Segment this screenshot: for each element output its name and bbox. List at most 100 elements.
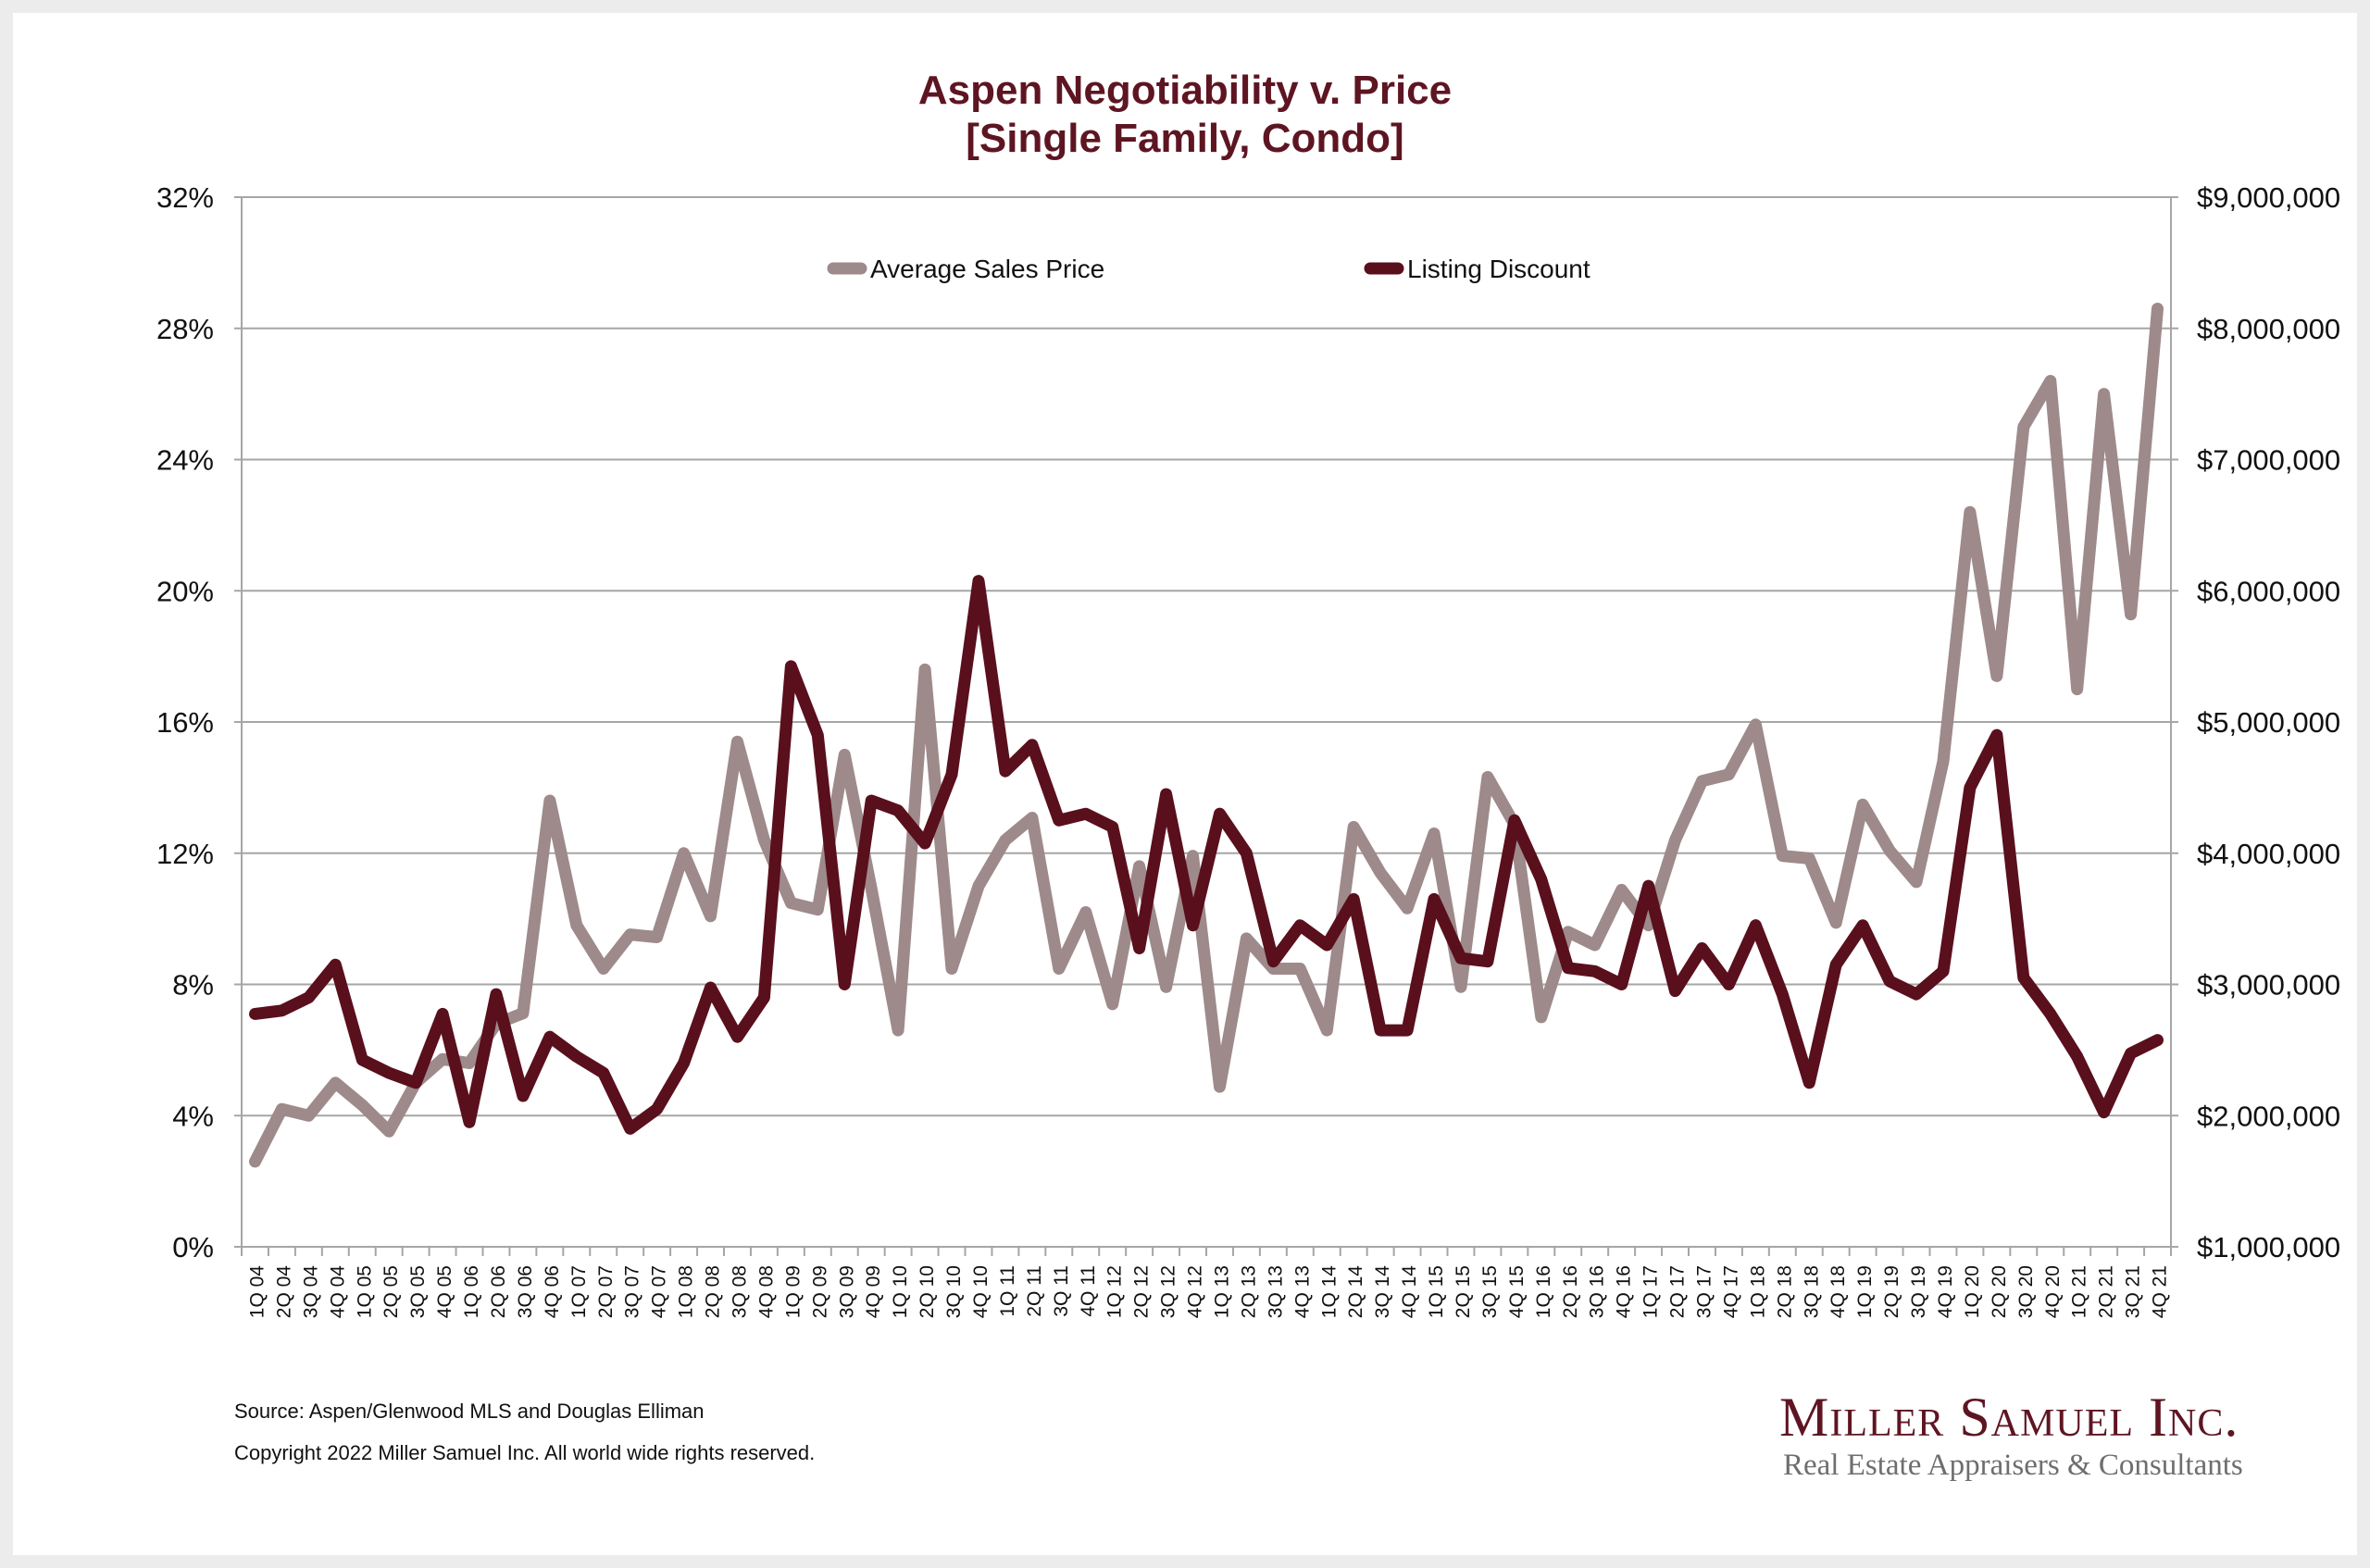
y-right-tick-label: $1,000,000 — [2197, 1231, 2340, 1263]
x-tick-label: 2Q 12 — [1131, 1265, 1153, 1318]
chart-subtitle: [Single Family, Condo] — [966, 116, 1404, 161]
x-tick-label: 3Q 21 — [2123, 1265, 2144, 1318]
x-tick-label: 1Q 07 — [568, 1265, 590, 1318]
x-tick-label: 2Q 10 — [917, 1265, 938, 1318]
x-tick-label: 1Q 08 — [676, 1265, 697, 1318]
x-tick-label: 1Q 11 — [997, 1265, 1018, 1317]
x-tick-label: 3Q 13 — [1265, 1265, 1286, 1318]
y-right-tick-label: $7,000,000 — [2197, 444, 2340, 477]
x-tick-label: 2Q 04 — [273, 1265, 294, 1319]
x-tick-label: 4Q 05 — [434, 1265, 455, 1318]
x-tick-label: 1Q 06 — [461, 1265, 482, 1318]
x-tick-label: 2Q 08 — [703, 1265, 724, 1318]
x-tick-label: 4Q 18 — [1827, 1265, 1849, 1318]
x-tick-label: 1Q 14 — [1318, 1265, 1340, 1319]
legend-average-sales-price-label: Average Sales Price — [870, 255, 1104, 283]
x-tick-label: 1Q 13 — [1211, 1265, 1232, 1318]
x-tick-label: 2Q 17 — [1667, 1265, 1689, 1318]
x-tick-label: 1Q 20 — [1962, 1265, 1983, 1318]
y-right-tick-label: $9,000,000 — [2197, 181, 2340, 214]
x-tick-label: 4Q 04 — [327, 1265, 348, 1319]
x-tick-label: 2Q 16 — [1560, 1265, 1581, 1318]
y-left-tick-label: 28% — [156, 313, 214, 345]
x-tick-label: 1Q 21 — [2069, 1265, 2090, 1318]
company-tagline: Real Estate Appraisers & Consultants — [1783, 1449, 2243, 1482]
x-tick-label: 1Q 19 — [1854, 1265, 1876, 1318]
x-tick-label: 2Q 19 — [1881, 1265, 1902, 1318]
x-tick-label: 2Q 09 — [809, 1265, 830, 1318]
series-line-listing-discount — [249, 575, 2164, 1135]
x-tick-label: 4Q 21 — [2150, 1265, 2171, 1318]
y-left-tick-label: 4% — [172, 1100, 214, 1132]
y-left-tick-label: 24% — [156, 444, 214, 477]
y-right-tick-label: $6,000,000 — [2197, 575, 2340, 607]
x-tick-label: 3Q 14 — [1372, 1265, 1393, 1319]
y-right-tick-label: $8,000,000 — [2197, 313, 2340, 345]
x-tick-label: 4Q 10 — [970, 1265, 992, 1318]
x-tick-label: 2Q 14 — [1345, 1265, 1366, 1319]
x-tick-label: 1Q 18 — [1747, 1265, 1768, 1318]
x-tick-label: 4Q 19 — [1935, 1265, 1956, 1318]
x-tick-label: 2Q 15 — [1453, 1265, 1474, 1318]
x-tick-label: 3Q 05 — [407, 1265, 429, 1318]
y-left-tick-label: 0% — [172, 1231, 214, 1263]
x-tick-label: 4Q 07 — [649, 1265, 670, 1318]
chart-title: Aspen Negotiability v. Price — [917, 68, 1453, 113]
x-tick-label: 3Q 06 — [515, 1265, 536, 1318]
x-tick-label: 3Q 08 — [729, 1265, 750, 1318]
copyright-note: Copyright 2022 Miller Samuel Inc. All wo… — [234, 1441, 816, 1464]
x-tick-label: 3Q 16 — [1587, 1265, 1608, 1318]
x-tick-label: 2Q 06 — [488, 1265, 509, 1318]
x-tick-label: 3Q 12 — [1158, 1265, 1179, 1318]
series-line-average-sales-price — [249, 303, 2164, 1168]
x-tick-label: 1Q 05 — [354, 1265, 375, 1318]
x-tick-label: 2Q 05 — [380, 1265, 402, 1318]
y-right-tick-label: $5,000,000 — [2197, 706, 2340, 739]
x-tick-label: 4Q 20 — [2042, 1265, 2064, 1318]
x-tick-label: 2Q 07 — [595, 1265, 617, 1318]
x-tick-label: 3Q 20 — [2015, 1265, 2037, 1318]
y-left-tick-label: 12% — [156, 838, 214, 870]
x-tick-label: 2Q 11 — [1024, 1265, 1045, 1317]
company-logo: Miller Samuel Inc. — [1779, 1387, 2239, 1448]
x-tick-label: 3Q 15 — [1479, 1265, 1501, 1318]
x-tick-label: 3Q 04 — [300, 1265, 321, 1319]
x-tick-label: 4Q 15 — [1506, 1265, 1528, 1318]
x-tick-label: 1Q 10 — [890, 1265, 911, 1318]
x-tick-label: 2Q 20 — [1989, 1265, 2010, 1318]
x-tick-label: 1Q 15 — [1426, 1265, 1447, 1318]
x-tick-label: 3Q 19 — [1908, 1265, 1929, 1318]
x-tick-label: 4Q 17 — [1720, 1265, 1741, 1318]
y-left-tick-label: 20% — [156, 575, 214, 607]
x-tick-label: 3Q 07 — [622, 1265, 643, 1318]
x-tick-label: 3Q 17 — [1693, 1265, 1715, 1318]
x-tick-label: 2Q 18 — [1774, 1265, 1795, 1318]
y-right-tick-label: $2,000,000 — [2197, 1100, 2340, 1132]
x-tick-label: 1Q 09 — [782, 1265, 804, 1318]
x-tick-label: 1Q 04 — [246, 1265, 268, 1319]
x-tick-label: 4Q 09 — [863, 1265, 884, 1318]
x-tick-label: 1Q 16 — [1533, 1265, 1554, 1318]
x-tick-label: 3Q 11 — [1051, 1265, 1072, 1317]
y-left-tick-label: 16% — [156, 706, 214, 739]
x-tick-label: 4Q 11 — [1078, 1265, 1099, 1317]
x-tick-label: 3Q 18 — [1801, 1265, 1822, 1318]
x-tick-label: 2Q 21 — [2096, 1265, 2117, 1318]
y-left-tick-label: 8% — [172, 969, 214, 1002]
x-tick-label: 1Q 12 — [1104, 1265, 1126, 1318]
source-note: Source: Aspen/Glenwood MLS and Douglas E… — [234, 1400, 705, 1423]
y-right-tick-label: $4,000,000 — [2197, 838, 2340, 870]
x-tick-label: 2Q 13 — [1238, 1265, 1259, 1318]
x-tick-label: 4Q 13 — [1291, 1265, 1313, 1318]
x-tick-label: 4Q 06 — [542, 1265, 563, 1318]
y-right-tick-label: $3,000,000 — [2197, 969, 2340, 1002]
x-tick-label: 4Q 14 — [1399, 1265, 1420, 1319]
x-tick-label: 3Q 10 — [943, 1265, 965, 1318]
x-tick-label: 4Q 12 — [1185, 1265, 1206, 1318]
y-left-tick-label: 32% — [156, 181, 214, 214]
x-tick-label: 4Q 16 — [1614, 1265, 1635, 1318]
x-tick-label: 1Q 17 — [1640, 1265, 1662, 1318]
x-tick-label: 4Q 08 — [755, 1265, 777, 1318]
x-tick-label: 3Q 09 — [836, 1265, 857, 1318]
